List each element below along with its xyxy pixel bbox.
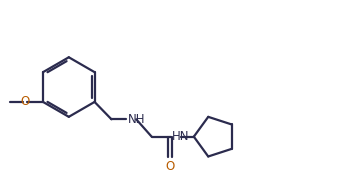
Text: NH: NH: [128, 113, 145, 126]
Text: O: O: [165, 160, 175, 173]
Text: O: O: [21, 95, 30, 108]
Text: HN: HN: [172, 130, 189, 143]
